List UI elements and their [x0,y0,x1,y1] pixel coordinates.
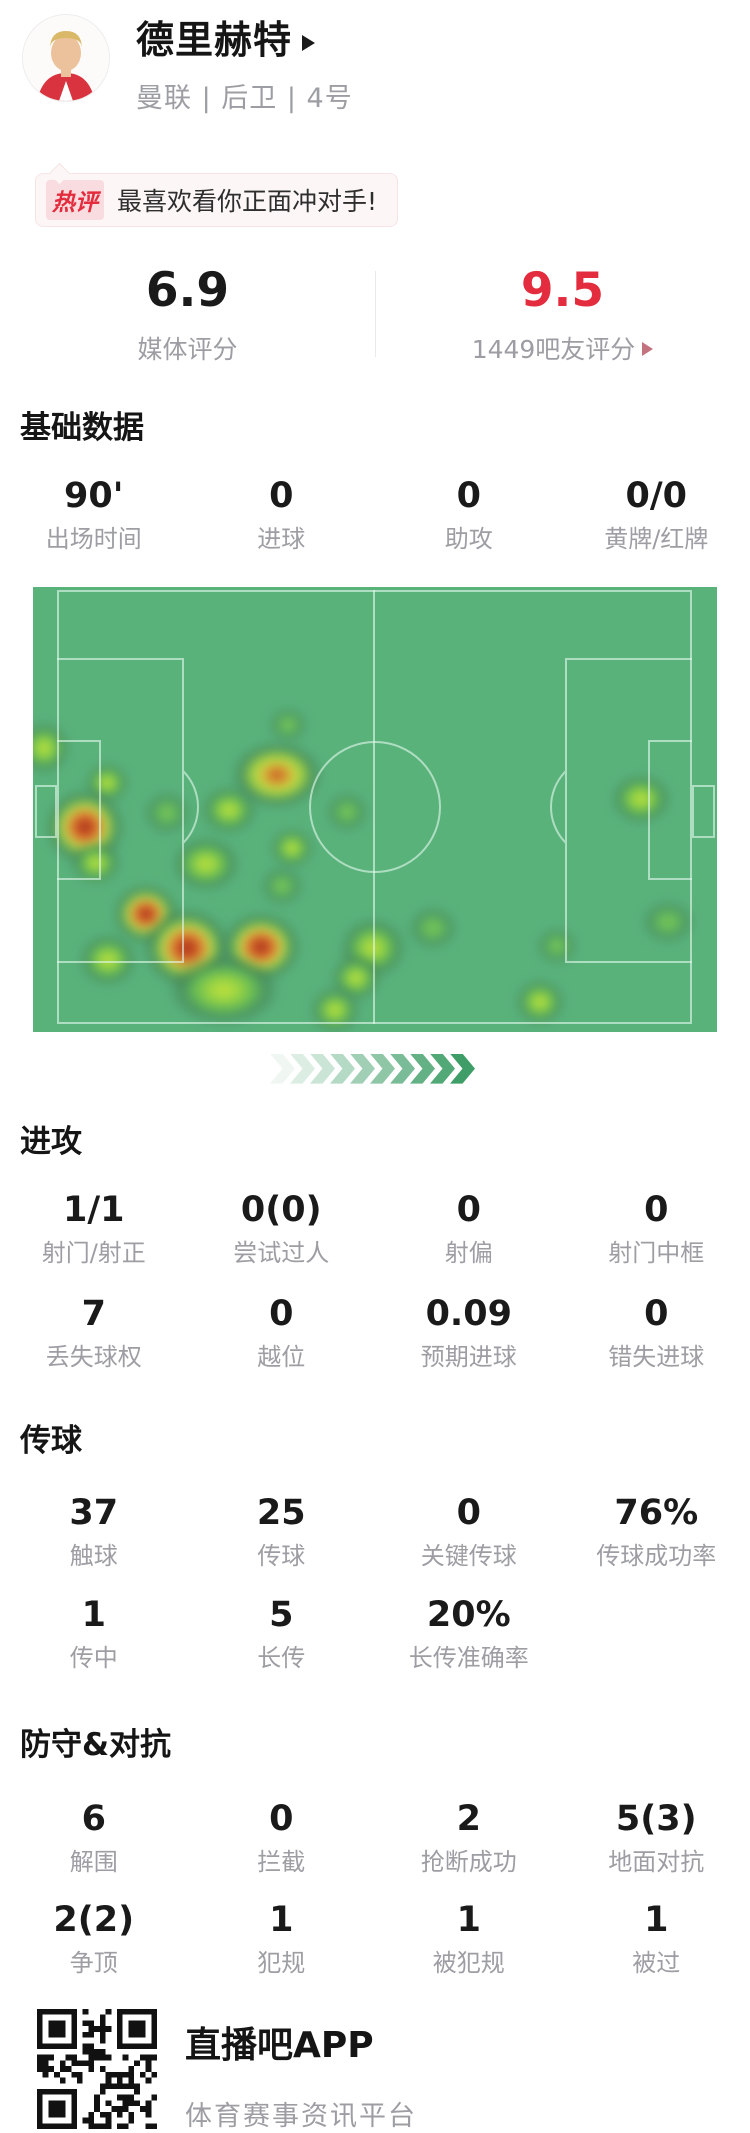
stat-cell: 76%传球成功率 [563,1494,750,1570]
player-header: 德里赫特 曼联 | 后卫 | 4号 [0,0,750,115]
player-meta: 曼联 | 后卫 | 4号 [136,76,353,115]
stat-cell: 0(0)尝试过人 [188,1191,376,1267]
fans-rating: 9.5 1449吧友评分 [375,267,750,366]
qr-code [37,2008,157,2130]
hot-comment-badge: 热评 [46,180,104,220]
pitch-goal-area-left [57,740,101,880]
stat-cell: 2(2)争顶 [0,1901,188,1977]
avatar [22,14,110,102]
ratings-divider [375,271,376,357]
section-title-attack: 进攻 [20,1116,730,1161]
pitch-goal-right [692,785,715,838]
footer: 直播吧APP 体育赛事资讯平台 [37,2008,750,2133]
player-photo [23,15,109,101]
footer-info: 直播吧APP 体育赛事资讯平台 [185,2008,417,2133]
player-name-row[interactable]: 德里赫特 [136,18,353,64]
media-rating-label: 媒体评分 [0,330,375,366]
ratings: 6.9 媒体评分 9.5 1449吧友评分 [0,267,750,366]
app-name: 直播吧APP [185,2016,417,2068]
hot-comment-bubble: 热评 最喜欢看你正面冲对手! [35,173,398,227]
stat-cell: 5(3)地面对抗 [563,1800,750,1876]
pitch-goal-area-right [648,740,692,880]
player-info: 德里赫特 曼联 | 后卫 | 4号 [136,14,353,115]
section-title-basic: 基础数据 [20,402,730,447]
chevron-icon [270,1054,295,1084]
section-title-defense: 防守&对抗 [20,1719,730,1764]
chevron-arrows-icon [0,1054,750,1084]
media-rating-value: 6.9 [0,267,375,314]
fans-rating-value: 9.5 [375,267,750,314]
app-slogan: 体育赛事资讯平台 [185,2094,417,2133]
pitch-goal-left [35,785,57,838]
fans-rating-label[interactable]: 1449吧友评分 [375,330,750,366]
caret-right-icon [302,35,315,51]
media-rating: 6.9 媒体评分 [0,267,375,366]
section-title-passing: 传球 [20,1415,730,1460]
pitch-center-circle [309,741,441,873]
hot-comment-text: 最喜欢看你正面冲对手! [117,182,377,218]
stat-cell: 20%长传准确率 [375,1596,563,1672]
player-name: 德里赫特 [136,18,292,64]
heatmap-pitch [33,587,717,1032]
caret-right-icon [642,342,653,356]
stat-cell: 90'出场时间 [0,477,188,553]
stat-cell [563,1596,750,1672]
